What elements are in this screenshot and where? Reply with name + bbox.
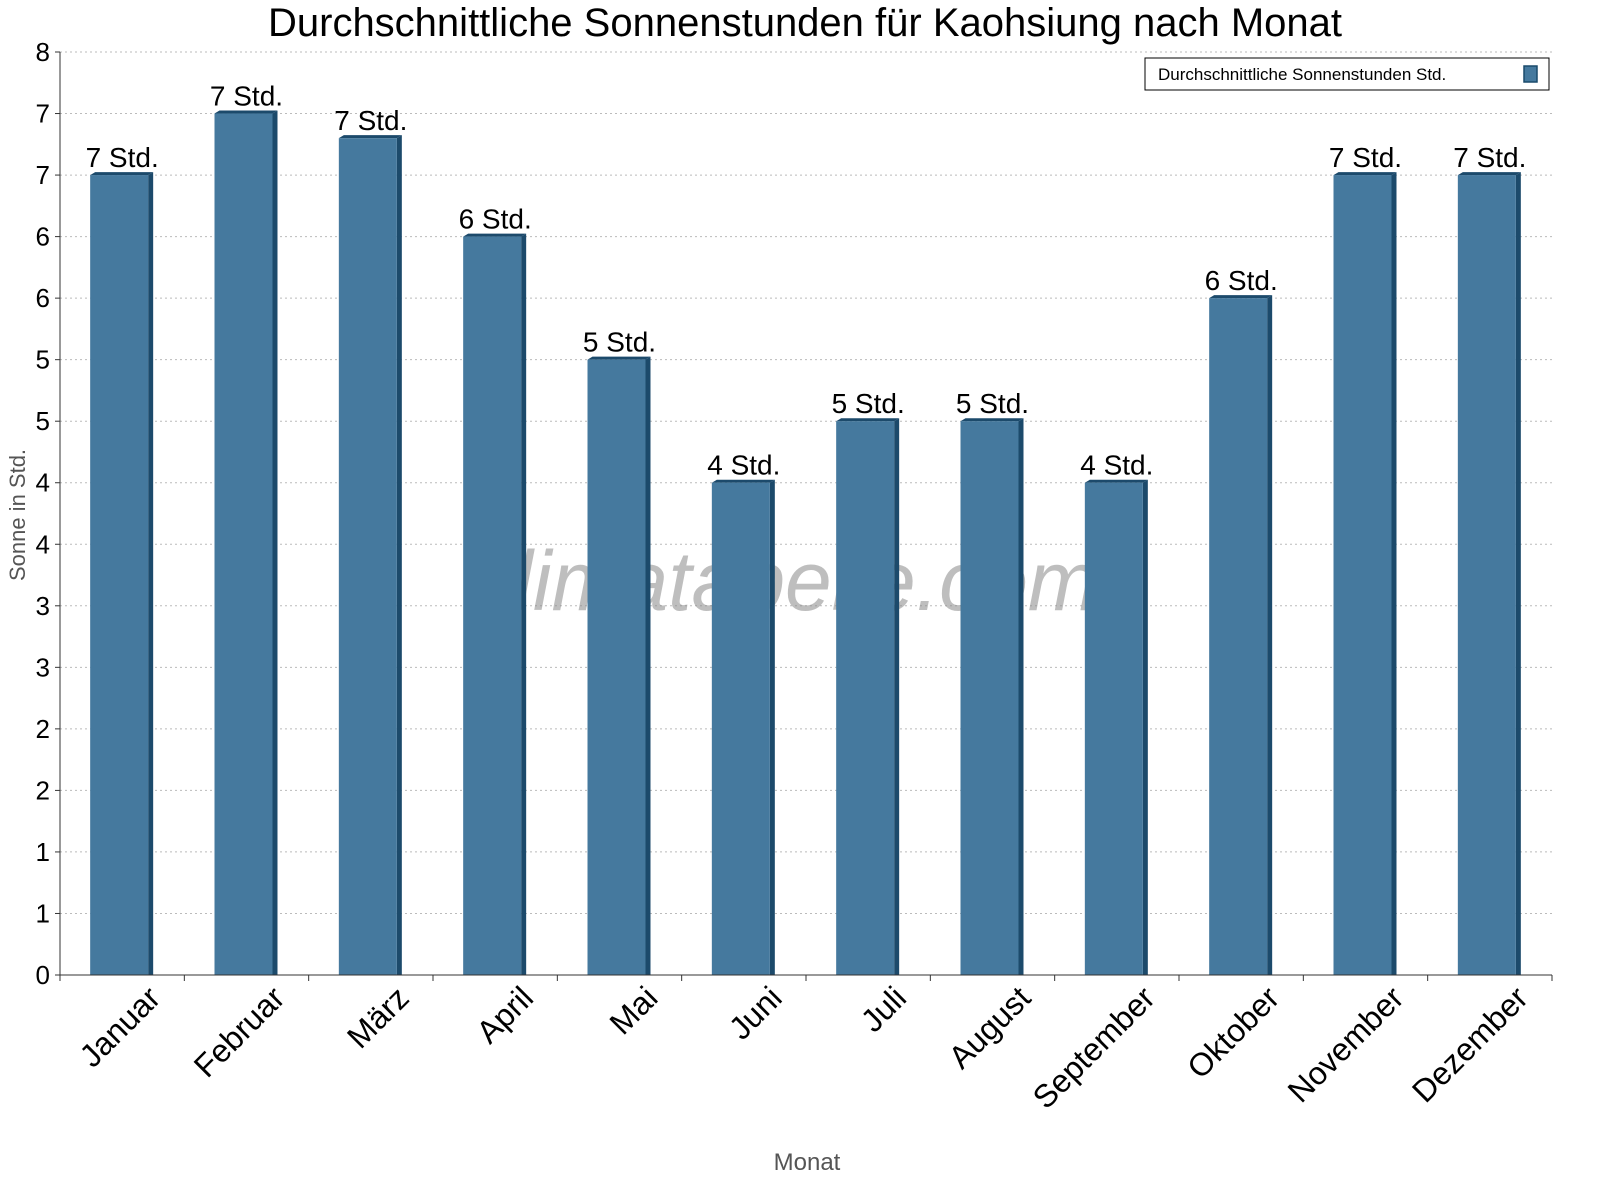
bar-side (645, 356, 651, 976)
x-tick-label: Januar (72, 979, 167, 1074)
data-label: 4 Std. (1080, 450, 1153, 481)
y-tick-label: 6 (36, 222, 50, 252)
bar-side (1142, 479, 1148, 975)
bar-side (148, 172, 154, 976)
x-axis-title: Monat (774, 1149, 841, 1176)
bar-top (1333, 172, 1397, 176)
data-label: 7 Std. (334, 105, 407, 136)
data-label: 7 Std. (1329, 142, 1402, 173)
x-tick-label: Juli (854, 979, 913, 1038)
bar (214, 113, 273, 976)
y-tick-label: 0 (36, 960, 50, 990)
bar-side (272, 110, 278, 976)
data-label: 5 Std. (956, 388, 1029, 419)
bar (338, 138, 397, 975)
bar-side (894, 418, 900, 975)
y-tick-label: 3 (36, 591, 50, 621)
y-axis-title: Sonne in Std. (5, 449, 30, 581)
bar-top (214, 110, 278, 114)
x-tick-label: März (340, 979, 416, 1055)
bar-top (1084, 479, 1148, 483)
x-tick-label: Mai (603, 979, 665, 1041)
x-tick-label: September (1026, 979, 1162, 1115)
data-label: 6 Std. (1205, 265, 1278, 296)
bar (1333, 175, 1392, 976)
data-label: 7 Std. (86, 142, 159, 173)
bar-top (1209, 295, 1273, 299)
bar-side (396, 135, 402, 975)
bar (960, 421, 1019, 975)
bar (463, 236, 522, 976)
bar (90, 175, 149, 976)
bar-top (711, 479, 775, 483)
bar-top (960, 418, 1024, 422)
bar (1209, 298, 1268, 976)
x-tick-label: Februar (187, 979, 292, 1084)
bar-side (1391, 172, 1397, 976)
bar-side (1515, 172, 1521, 976)
x-tick-label: April (469, 979, 540, 1050)
bar-top (836, 418, 900, 422)
data-label: 4 Std. (707, 450, 780, 481)
data-label: 7 Std. (210, 81, 283, 112)
bar-side (521, 233, 527, 976)
x-tick-label: Oktober (1180, 979, 1286, 1085)
x-tick-label: Juni (722, 979, 789, 1046)
x-tick-label: November (1281, 979, 1411, 1109)
data-label: 5 Std. (832, 388, 905, 419)
bar-side (769, 479, 775, 975)
bars: 7 Std. 7 Std. 7 Std. 6 Std. 5 Std. 4 Std. 5 St… (86, 81, 1526, 976)
bar (711, 482, 770, 975)
bar (836, 421, 895, 975)
x-tick-label: August (942, 979, 1038, 1075)
legend: Durchschnittliche Sonnenstunden Std. (1144, 57, 1550, 91)
y-tick-label: 1 (36, 898, 50, 928)
grid-lines (60, 51, 1552, 914)
y-tick-label: 6 (36, 283, 50, 313)
y-tick-label: 2 (36, 714, 50, 744)
y-tick-label: 3 (36, 652, 50, 682)
y-tick-label: 7 (36, 99, 50, 129)
bar-top (587, 356, 651, 360)
y-tick-label: 5 (36, 406, 50, 436)
bar (1084, 482, 1143, 975)
y-tick-label: 7 (36, 160, 50, 190)
y-tick-label: 4 (36, 529, 50, 559)
legend-label: Durchschnittliche Sonnenstunden Std. (1158, 65, 1446, 84)
bar (1457, 175, 1516, 976)
y-tick-label: 4 (36, 468, 50, 498)
x-tick-label: Dezember (1405, 979, 1535, 1109)
data-label: 7 Std. (1453, 142, 1526, 173)
bar-side (1018, 418, 1024, 975)
y-tick-label: 1 (36, 837, 50, 867)
y-tick-label: 2 (36, 775, 50, 805)
y-tick-label: 8 (36, 37, 50, 67)
bar (587, 359, 646, 976)
bar-side (1267, 295, 1273, 976)
data-label: 6 Std. (459, 204, 532, 235)
legend-swatch (1523, 65, 1538, 83)
bar-top (338, 135, 402, 139)
data-label: 5 Std. (583, 327, 656, 358)
chart-title: Durchschnittliche Sonnenstunden für Kaoh… (268, 1, 1342, 45)
bar-top (90, 172, 154, 176)
bar-top (463, 233, 527, 237)
legend-box (1144, 57, 1550, 91)
y-tick-label: 5 (36, 345, 50, 375)
bar-top (1457, 172, 1521, 176)
